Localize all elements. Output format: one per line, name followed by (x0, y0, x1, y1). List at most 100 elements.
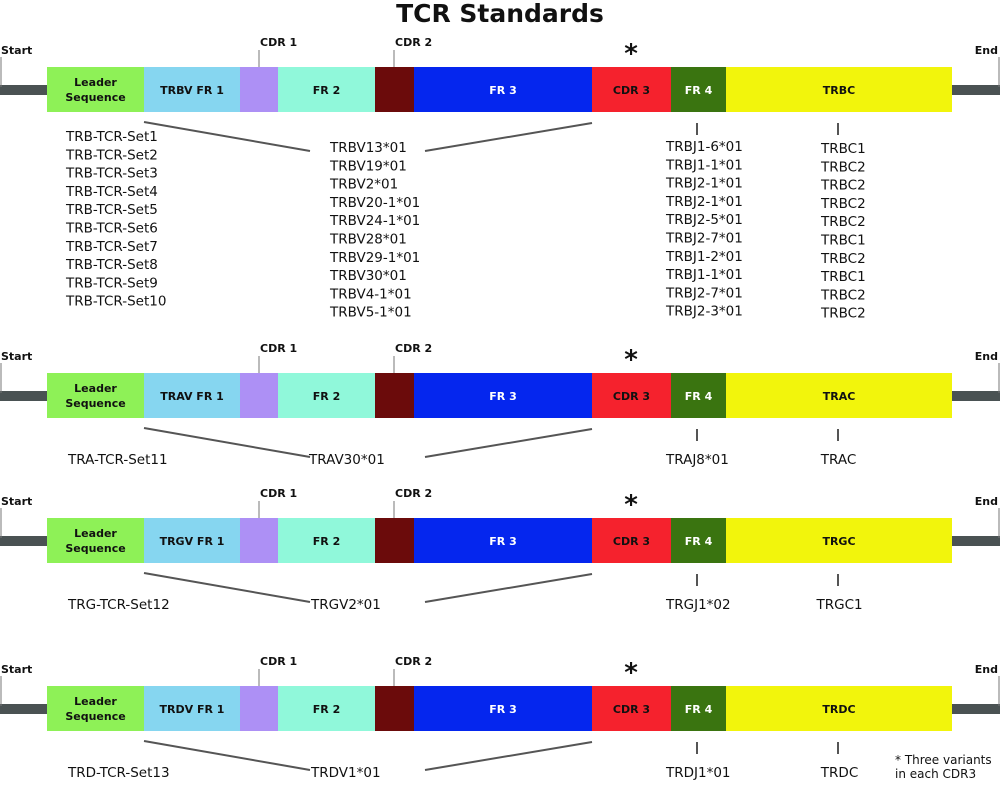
cdr3-asterisk: * (624, 39, 638, 69)
c-gene: TRBC1 (820, 269, 866, 285)
start-label: Start (1, 495, 32, 508)
c-gene: TRBC2 (820, 306, 866, 322)
tcr-row: Start End Leader Sequence TRBV FR 1 CDR 1 FR 2… (0, 36, 1000, 322)
v-region-connector-left (143, 740, 311, 771)
segment-cdr1 (240, 373, 278, 418)
segment-label-fr2: FR 2 (313, 535, 340, 548)
segment-label-cdr3: CDR 3 (613, 390, 650, 403)
v-region-connector-right (424, 428, 593, 458)
segment-label-cdr3: CDR 3 (613, 535, 650, 548)
segment-label-cdr3: CDR 3 (613, 703, 650, 716)
v-region-connector-right (424, 573, 593, 603)
cdr1-header: CDR 1 (260, 655, 297, 668)
segment-label-fr2: FR 2 (313, 84, 340, 97)
c-gene: TRAC (820, 452, 857, 468)
segment-label-fr2: FR 2 (313, 390, 340, 403)
segment-label-fr2: FR 2 (313, 703, 340, 716)
segment-c (726, 373, 952, 418)
segment-label-leader: Sequence (65, 91, 125, 104)
segment-fr2 (278, 686, 375, 731)
segment-label-fr4: FR 4 (685, 535, 713, 548)
segment-label-leader: Leader (74, 382, 117, 395)
set-name: TRB-TCR-Set1 (65, 129, 158, 145)
c-gene: TRBC2 (820, 287, 866, 303)
backbone-right (952, 704, 1000, 714)
segment-fr3 (414, 518, 592, 563)
j-gene: TRGJ1*02 (665, 597, 731, 613)
j-gene: TRAJ8*01 (665, 452, 729, 468)
start-label: Start (1, 44, 32, 57)
j-gene: TRBJ2-5*01 (665, 212, 743, 228)
j-gene: TRDJ1*01 (665, 765, 731, 781)
v-gene: TRBV20-1*01 (329, 195, 420, 211)
v-region-connector-right (424, 122, 593, 152)
segment-label-cdr3: CDR 3 (613, 84, 650, 97)
segment-label-leader: Sequence (65, 542, 125, 555)
end-label: End (975, 663, 998, 676)
backbone-right (952, 391, 1000, 401)
set-name: TRB-TCR-Set2 (65, 147, 158, 163)
cdr2-header: CDR 2 (395, 36, 432, 49)
v-gene: TRBV28*01 (329, 232, 407, 248)
j-gene: TRBJ1-6*01 (665, 139, 743, 155)
segment-fr4 (671, 67, 726, 112)
cdr2-header: CDR 2 (395, 342, 432, 355)
v-gene: TRBV5-1*01 (329, 305, 412, 321)
cdr2-header: CDR 2 (395, 487, 432, 500)
backbone-right (952, 85, 1000, 95)
end-label: End (975, 495, 998, 508)
segment-label-leader: Sequence (65, 397, 125, 410)
tcr-row: Start End Leader Sequence TRGV FR 1 CDR 1 FR 2… (0, 487, 1000, 613)
segment-leader (47, 686, 144, 731)
segment-fr1 (144, 373, 240, 418)
segment-label-c: TRBC (823, 84, 855, 97)
segment-fr2 (278, 67, 375, 112)
segment-c (726, 518, 952, 563)
cdr3-asterisk: * (624, 345, 638, 375)
segment-fr4 (671, 373, 726, 418)
footnote-line-2: in each CDR3 (895, 767, 976, 781)
segment-label-fr1: TRAV FR 1 (160, 390, 224, 403)
segment-label-fr3: FR 3 (489, 703, 516, 716)
v-gene: TRBV29-1*01 (329, 250, 420, 266)
set-name: TRA-TCR-Set11 (67, 452, 168, 468)
tcr-row: Start End Leader Sequence TRAV FR 1 CDR 1 FR 2… (0, 342, 1000, 468)
cdr2-header: CDR 2 (395, 655, 432, 668)
segment-label-fr1: TRDV FR 1 (160, 703, 225, 716)
segment-c (726, 686, 952, 731)
segment-label-c: TRAC (823, 390, 856, 403)
j-gene: TRBJ2-7*01 (665, 285, 743, 301)
segment-label-fr1: TRGV FR 1 (160, 535, 225, 548)
segment-fr3 (414, 373, 592, 418)
segment-fr1 (144, 686, 240, 731)
segment-fr2 (278, 373, 375, 418)
v-gene: TRAV30*01 (308, 452, 385, 468)
j-gene: TRBJ2-1*01 (665, 194, 743, 210)
segment-label-c: TRDC (822, 703, 855, 716)
segment-cdr1 (240, 67, 278, 112)
segment-leader (47, 518, 144, 563)
set-name: TRB-TCR-Set4 (65, 184, 158, 200)
cdr3-asterisk: * (624, 658, 638, 688)
end-label: End (975, 350, 998, 363)
segment-label-leader: Leader (74, 527, 117, 540)
cdr3-asterisk: * (624, 490, 638, 520)
set-name: TRD-TCR-Set13 (67, 765, 170, 781)
c-gene: TRBC1 (820, 141, 866, 157)
segment-fr2 (278, 518, 375, 563)
segment-label-fr4: FR 4 (685, 703, 713, 716)
backbone-left (0, 85, 47, 95)
segment-cdr2 (375, 373, 414, 418)
segment-label-c: TRGC (822, 535, 855, 548)
segment-fr3 (414, 67, 592, 112)
segment-label-fr4: FR 4 (685, 390, 713, 403)
v-gene: TRBV2*01 (329, 177, 398, 193)
c-gene: TRBC1 (820, 233, 866, 249)
segment-label-leader: Sequence (65, 710, 125, 723)
segment-fr1 (144, 518, 240, 563)
end-label: End (975, 44, 998, 57)
set-name: TRB-TCR-Set5 (65, 202, 158, 218)
segment-cdr1 (240, 518, 278, 563)
set-name: TRB-TCR-Set3 (65, 166, 158, 182)
v-region-connector-right (424, 741, 593, 771)
